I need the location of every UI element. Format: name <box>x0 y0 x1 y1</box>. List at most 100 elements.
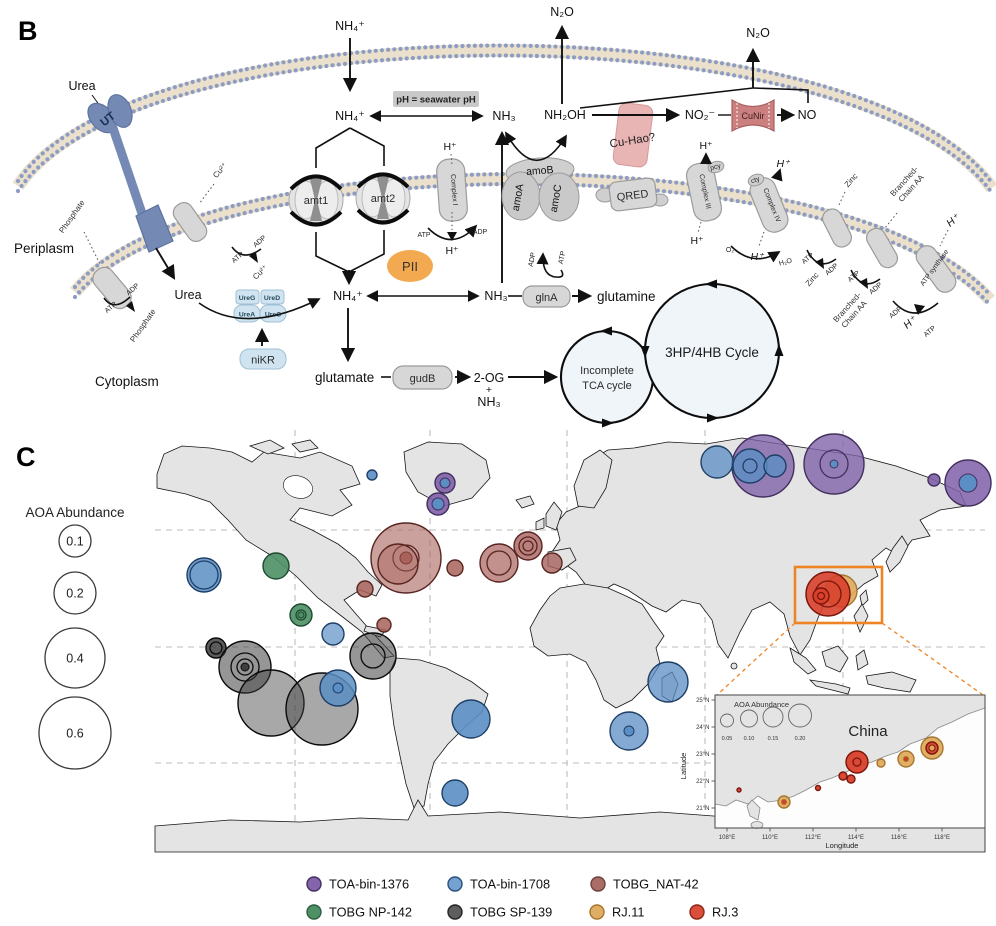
legend-swatch-RJ.3 <box>689 904 705 920</box>
zinc-label-in: Zinc <box>804 271 821 288</box>
svg-text:H⁺: H⁺ <box>944 211 963 230</box>
svg-text:H⁺: H⁺ <box>699 140 713 152</box>
legend-label-TOBG SP-139: TOBG SP-139 <box>470 905 552 920</box>
bubble-ring-RJ.3 <box>852 757 862 767</box>
legend-label-TOA-bin-1708: TOA-bin-1708 <box>470 877 550 892</box>
bubble-TOBG_NAT-42 <box>376 617 392 633</box>
bubble-RJ.3 <box>812 587 830 605</box>
inset-size-circle <box>762 706 784 728</box>
nh4-periplasm: NH₄⁺ <box>335 109 365 123</box>
inset-size-value: 0.10 <box>744 736 755 742</box>
size-legend-circle <box>38 696 112 770</box>
tca-line1: Incomplete <box>580 365 634 377</box>
bubble-dot-TOA-bin-1376 <box>829 459 839 469</box>
cytoplasm-nitrogen-pathway: NH₄⁺ NH₃ glnA ATP ADP glutamine glutamat… <box>315 130 656 409</box>
metabolic-cycles: Incomplete TCA cycle 3HP/4HB Cycle <box>559 279 784 428</box>
og-label: 2-OG <box>474 371 505 385</box>
legend-swatch-TOA-bin-1708 <box>447 876 463 892</box>
abundance-bubbles <box>186 433 992 807</box>
glutamine-label: glutamine <box>597 289 656 304</box>
bubble-TOBG_NAT-42 <box>541 552 563 574</box>
svg-text:H⁺: H⁺ <box>445 245 459 257</box>
inset-x-tick-label: 116°E <box>891 835 907 841</box>
ut-transporter: Urea UT Urea <box>68 79 201 302</box>
bubble-ring-TOBG_NAT-42 <box>522 540 534 552</box>
size-legend-value: 0.2 <box>66 587 83 601</box>
china-inset: AOA Abundance 0.05 0.10 0.15 0.20 China Lon… <box>679 694 986 850</box>
inset-size-legend: AOA Abundance 0.05 0.10 0.15 0.20 <box>720 700 812 742</box>
bubble-TOA-bin-1708 <box>186 557 222 593</box>
amt1-transporter: amt1 <box>288 174 344 227</box>
cunir-enzyme <box>731 98 775 133</box>
complex-iv: cty Complex IV H⁺ O₂ H⁺ H₂O <box>726 158 794 268</box>
bubble-RJ.3 <box>838 771 848 781</box>
inset-xlabel: Longitude <box>826 841 859 850</box>
ured-label: UreD <box>264 295 280 302</box>
bubble-TOA-bin-1708 <box>441 779 469 807</box>
bubble-TOA-bin-1708 <box>647 661 689 703</box>
inset-ylabel: Latitude <box>679 753 688 780</box>
svg-text:ADP: ADP <box>888 305 904 320</box>
bubble-TOA-bin-1708 <box>763 454 787 478</box>
inset-size-value: 0.15 <box>768 736 779 742</box>
bubble-TOBG SP-139 <box>205 637 227 659</box>
svg-text:H₂O: H₂O <box>778 257 793 267</box>
inset-size-circle <box>720 713 734 728</box>
inset-size-circle <box>788 703 812 728</box>
phosphate-label-out: Phosphate <box>57 198 87 235</box>
svg-text:ATP: ATP <box>801 252 816 266</box>
legend-label-TOBG NP-142: TOBG NP-142 <box>329 905 412 920</box>
svg-text:ATP: ATP <box>417 232 430 239</box>
bubble-ring-TOBG SP-139 <box>230 652 260 682</box>
no2-label: NO₂⁻ <box>685 108 715 122</box>
inset-y-tick-label: 22°N <box>696 779 709 785</box>
bubble-TOA-bin-1708 <box>700 445 734 479</box>
svg-text:ADP: ADP <box>824 262 840 277</box>
legend-swatch-TOA-bin-1376 <box>306 876 322 892</box>
bubble-TOA-bin-1708 <box>321 622 345 646</box>
legend-label-TOA-bin-1376: TOA-bin-1376 <box>329 877 409 892</box>
bubble-dot-TOA-bin-1376 <box>958 473 978 493</box>
bubble-ring-TOA-bin-1708 <box>742 458 758 474</box>
inset-region-label: China <box>848 723 888 740</box>
bubble-TOA-bin-1376 <box>927 473 941 487</box>
n2o-left: N₂O <box>550 5 574 19</box>
inset-size-circle <box>740 709 758 728</box>
pcy-label: pcy <box>709 163 722 173</box>
glna-label: glnA <box>535 292 558 304</box>
legend-swatch-RJ.11 <box>589 904 605 920</box>
qred-enzyme: QRED <box>595 177 669 212</box>
nh3-cytoplasm: NH₃ <box>484 289 507 303</box>
size-legend-circle <box>58 524 92 558</box>
svg-text:ADP: ADP <box>125 282 141 297</box>
inset-x-tick-label: 118°E <box>934 835 950 841</box>
svg-text:ADP: ADP <box>252 234 268 249</box>
cu-label-in: Cu²⁺ <box>251 263 269 281</box>
bubble-RJ.3 <box>846 774 856 784</box>
size-legend-circle <box>53 571 97 615</box>
complex-i-label: Complex I <box>449 174 458 206</box>
bubble-ring-TOBG NP-142 <box>295 609 307 621</box>
size-legend-circle <box>44 627 106 689</box>
bubble-ring-TOBG_NAT-42 <box>486 550 512 576</box>
ph-note: pH = seawater pH <box>396 95 476 106</box>
bubble-ring-TOBG SP-139 <box>236 658 254 676</box>
bubble-RJ.3 <box>814 784 822 792</box>
bubble-dot-TOBG SP-139 <box>240 662 250 672</box>
cty-label: cty <box>750 176 761 186</box>
amob-label: amoB <box>526 164 554 178</box>
urec-label: UreC <box>265 312 281 319</box>
inset-y-tick-label: 24°N <box>696 725 709 731</box>
svg-text:H⁺: H⁺ <box>443 141 457 153</box>
urea-label-cyto: Urea <box>174 288 201 302</box>
size-legend-value: 0.4 <box>66 652 83 666</box>
plus-sign: + <box>486 384 492 396</box>
bubble-TOBG_NAT-42 <box>377 543 419 585</box>
inset-x-tick-label: 112°E <box>805 835 821 841</box>
inset-highlight-box <box>793 565 884 625</box>
nikr-label: niKR <box>251 355 275 367</box>
amt1-label: amt1 <box>304 195 328 207</box>
bubble-dot-RJ.11 <box>781 799 787 805</box>
cu-label-out: Cu²⁺ <box>211 161 229 180</box>
